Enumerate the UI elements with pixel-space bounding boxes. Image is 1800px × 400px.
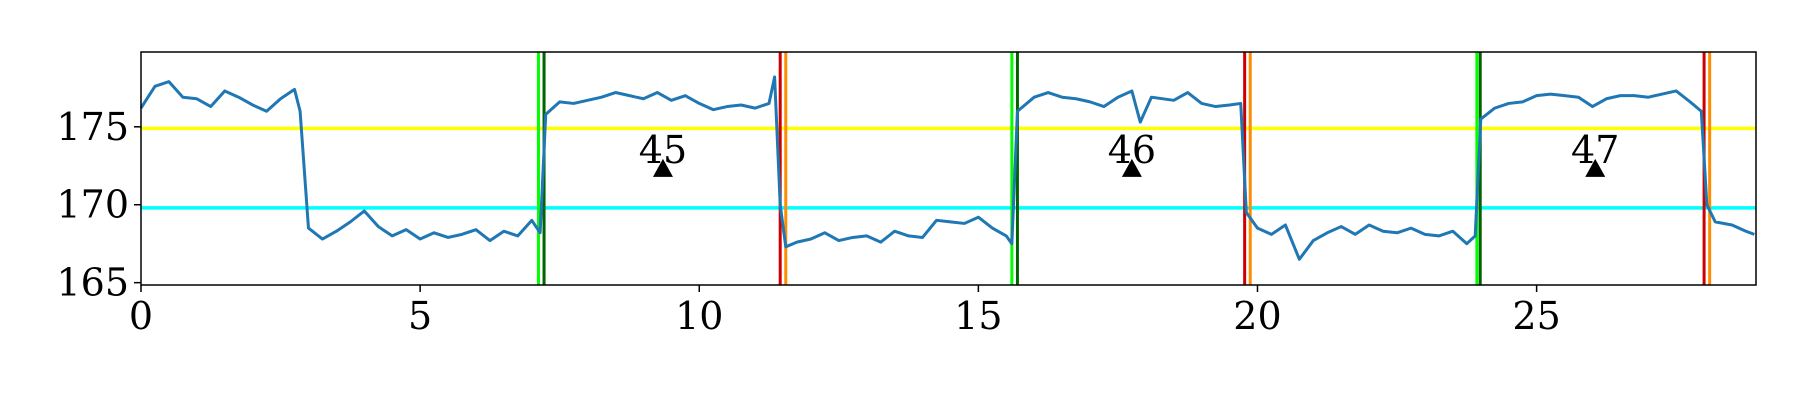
y-tick-label: 170	[56, 183, 129, 227]
x-tick-label: 15	[954, 294, 1002, 338]
x-tick-label: 5	[408, 294, 432, 338]
data-line	[139, 75, 1755, 261]
x-tick-label: 10	[675, 294, 723, 338]
y-tick-label: 175	[56, 105, 129, 149]
x-tick-label: 0	[129, 294, 153, 338]
x-tick-label: 20	[1233, 294, 1281, 338]
x-tick-label: 25	[1512, 294, 1560, 338]
marker-label: 45	[639, 128, 687, 172]
marker-label: 47	[1571, 128, 1619, 172]
marker	[652, 158, 673, 177]
marker	[1585, 158, 1606, 177]
marker-label: 46	[1108, 128, 1156, 172]
plot-frame	[140, 51, 1757, 286]
y-tick-label: 165	[56, 261, 129, 305]
marker	[1121, 158, 1142, 177]
